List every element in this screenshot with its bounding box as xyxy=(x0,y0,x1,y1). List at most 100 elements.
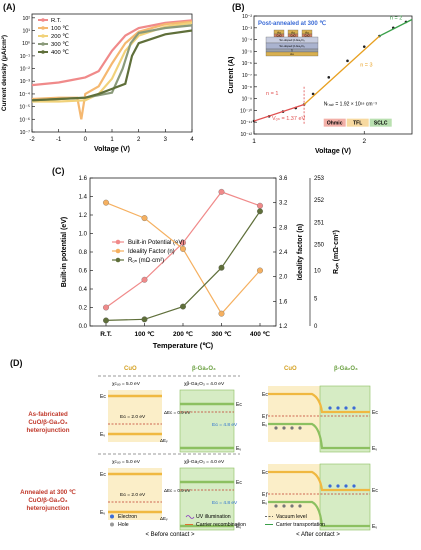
diagram-legend-uv-icon xyxy=(185,515,195,519)
chart-b-data-point xyxy=(346,59,349,63)
chart-b-y-tick-label: 10⁻³ xyxy=(242,26,252,32)
chart-c-data-point xyxy=(257,267,263,274)
chart-c-data-point xyxy=(141,316,148,323)
chart-a-y-tick-label: 10⁻⁷ xyxy=(20,130,31,136)
chart-c-data-point xyxy=(218,310,225,317)
diagram-after-ga2o3 xyxy=(319,385,371,453)
diagram-row-label: Annealed at 300 ℃ xyxy=(20,489,76,496)
chart-b-x-tick-label: 2 xyxy=(362,138,366,145)
chart-b-y-tick-label: 10⁻¹¹ xyxy=(240,120,252,126)
chart-c-x-axis-label: Temperature (℃) xyxy=(153,341,214,350)
chart-c-y-left-tick-label: 0.4 xyxy=(79,287,88,293)
diagram-legend-electron-icon xyxy=(110,514,114,519)
chart-b-y-tick-label: 10⁻⁷ xyxy=(242,73,252,79)
chart-a-series-line xyxy=(31,29,193,102)
band-diagram: As-fabricatedCuO/β-Ga₂O₃heterojunctionχᴄ… xyxy=(20,366,378,538)
chart-a-current-density: -2 -1 0 1 2 3 4 10² 10¹ 10⁰ 10⁻¹ 10⁻² 10⁻³ 10⁻⁴ 10⁻⁵ 10… xyxy=(1,13,194,153)
chart-c-data-point xyxy=(180,303,186,310)
chart-a-x-tick-label: -1 xyxy=(56,137,62,143)
chart-b-region-box xyxy=(346,118,369,127)
chart-a-legend-marker xyxy=(41,18,45,22)
chart-b-inset-contact-label: Au xyxy=(305,30,309,34)
chart-b-y-tick-label: 10⁻⁸ xyxy=(242,85,252,91)
chart-b-inset-cuo-label: CuO xyxy=(290,34,295,38)
chart-a-y-tick-label: 10⁻⁴ xyxy=(19,92,30,98)
chart-a-legend-label: R.T. xyxy=(51,18,62,24)
chart-b-title: Post-annealed at 300 ℃ xyxy=(258,20,326,27)
diagram-ec-label: Eᴄ xyxy=(100,394,106,400)
chart-a-series-line xyxy=(31,19,193,87)
diagram-ev-label: Eᵥ xyxy=(262,500,267,506)
chart-c-y-right-tick-label: 3.6 xyxy=(279,176,288,182)
chart-a-x-tick-label: -2 xyxy=(29,137,35,143)
chart-b-y-tick-label: 10⁻⁶ xyxy=(242,61,252,67)
chart-c-legend-label: Rₒₙ (mΩ·cm²) xyxy=(128,258,164,264)
chart-b-inset-layer xyxy=(265,51,319,57)
chart-a-legend-marker xyxy=(41,34,45,38)
diagram-ec-label: Eᴄ xyxy=(236,402,242,408)
chart-b-inset-layer-label: Au xyxy=(290,52,294,56)
chart-c-data-point xyxy=(257,208,263,215)
chart-a-y-tick-label: 10⁻¹ xyxy=(20,54,31,60)
chart-c-y-right2-label: Rₒₙ (mΩ·cm²) xyxy=(333,230,340,274)
diagram-row-label: CuO/β-Ga₂O₃ xyxy=(28,497,67,504)
panel-label-b: (B) xyxy=(232,2,245,12)
chart-c-y-right2-tick-label: 10 xyxy=(314,269,321,275)
diagram-after-ga2o3 xyxy=(319,463,371,531)
chart-c-y-right-label: Ideality factor (n) xyxy=(297,224,304,280)
diagram-legend-label: Carrier recombination xyxy=(196,522,246,528)
diagram-row-label: heterojunction xyxy=(27,427,70,434)
chart-c-data-point xyxy=(141,276,148,283)
chart-a-x-tick-label: 2 xyxy=(137,137,141,143)
chart-b-inset-contact-label: Au xyxy=(291,30,295,34)
diagram-eg-cuo: Eɢ = 2.0 eV xyxy=(120,492,146,498)
diagram-hole xyxy=(290,504,294,508)
chart-b-current-voltage: 1 2 10⁻² 10⁻³ 10⁻⁴ 10⁻⁵ 10⁻⁶ 10⁻⁷ 10⁻⁸ 10⁻⁹ 10⁻¹⁰ 1… xyxy=(228,14,413,155)
chart-b-plot-area: 1 2 10⁻² 10⁻³ 10⁻⁴ 10⁻⁵ 10⁻⁶ 10⁻⁷ 10⁻⁸ 10⁻⁹ 10⁻¹⁰ 1… xyxy=(228,14,413,155)
chart-c-y-right2-tick-label: 251 xyxy=(314,220,325,226)
diagram-ev-label: Eᵥ xyxy=(100,510,105,516)
chart-c-y-left-label: Built-in potential (eV) xyxy=(61,217,68,287)
diagram-ev-label: Eᵥ xyxy=(372,524,377,530)
chart-b-data-point xyxy=(327,76,331,79)
chart-c-y-left-tick-label: 0.0 xyxy=(79,324,88,330)
chart-a-y-tick-label: 10⁻³ xyxy=(20,79,31,85)
diagram-row-label: CuO/β-Ga₂O₃ xyxy=(28,419,67,426)
diagram-hole xyxy=(282,504,286,508)
diagram-chi-cuo: χᴄᵤₒ = 5.0 eV xyxy=(112,459,141,465)
chart-a-y-tick-label: 10⁻⁶ xyxy=(19,117,30,123)
chart-a-legend-marker xyxy=(41,50,45,54)
diagram-hole xyxy=(282,426,286,430)
chart-b-y-tick-label: 10⁻² xyxy=(242,14,252,20)
chart-a-legend-label: 400 ℃ xyxy=(51,50,69,56)
chart-c-y-right2-tick-label: 250 xyxy=(314,243,325,249)
diagram-legend-label: Vacuum level xyxy=(276,514,307,520)
chart-c-temperature-dependence: R.T. 100 ℃ 200 ℃ 300 ℃ 400 ℃ 1.6 1.4 1.2 1.0 0.8 0… xyxy=(61,176,340,350)
diagram-hole xyxy=(298,504,302,508)
chart-b-region-label: Ohmic xyxy=(327,121,343,127)
chart-a-y-tick-label: 10² xyxy=(23,16,31,22)
chart-a-plot-area: -2 -1 0 1 2 3 4 10² 10¹ 10⁰ 10⁻¹ 10⁻² 10⁻³ 10⁻⁴ 10⁻⁵ 10… xyxy=(1,13,194,153)
chart-b-data-point xyxy=(311,92,315,96)
chart-c-y-right-tick-label: 2.0 xyxy=(279,275,288,281)
diagram-ef-label: Eƒ xyxy=(262,414,268,420)
diagram-electron xyxy=(352,406,356,410)
diagram-caption-before: < Before contact > xyxy=(145,532,195,538)
chart-c-data-point xyxy=(141,215,148,222)
chart-b-y-tick-label: 10⁻⁹ xyxy=(242,97,252,103)
diagram-row-label: heterojunction xyxy=(27,505,70,512)
chart-c-data-point xyxy=(257,202,263,209)
diagram-electron xyxy=(336,484,340,488)
diagram-delta-ec: ΔEᴄ = 0.9 eV xyxy=(164,488,190,493)
chart-c-x-tick-label: 300 ℃ xyxy=(212,330,233,338)
chart-a-y-tick-label: 10⁻⁵ xyxy=(19,105,30,111)
chart-b-inset-contact-label: Au xyxy=(277,30,281,34)
chart-a-y-tick-label: 10⁰ xyxy=(22,41,30,47)
diagram-delta-ev: ΔEᵥ xyxy=(160,516,168,521)
diagram-legend-label: Electron xyxy=(118,514,137,520)
chart-b-inset-cuo-label: CuO xyxy=(304,34,309,38)
chart-b-inset-cuo-label: CuO xyxy=(276,34,281,38)
chart-c-x-tick-label: 200 ℃ xyxy=(173,330,194,338)
diagram-hole xyxy=(274,426,278,430)
diagram-after-ec xyxy=(268,392,370,414)
